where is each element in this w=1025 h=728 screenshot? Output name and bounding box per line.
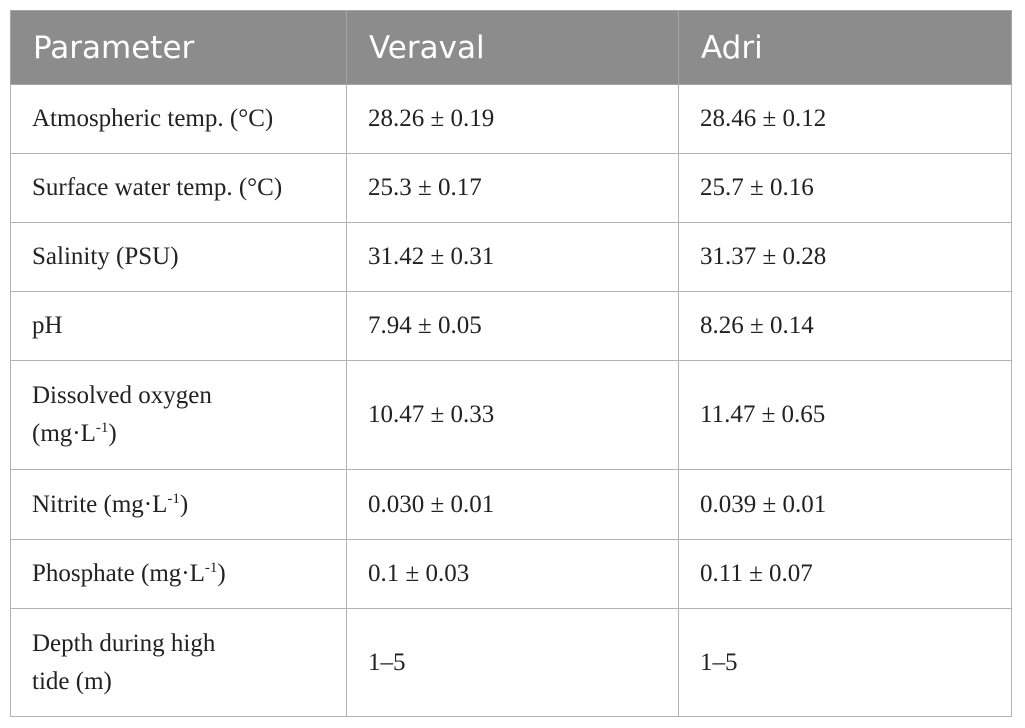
header-adri: Adri <box>678 10 1012 85</box>
parameters-table: Parameter Veraval Adri Atmospheric temp.… <box>10 10 1012 717</box>
adri-cell: 31.37 ± 0.28 <box>678 222 1012 292</box>
veraval-cell: 31.42 ± 0.31 <box>346 222 679 292</box>
adri-cell: 11.47 ± 0.65 <box>678 360 1012 470</box>
adri-cell: 25.7 ± 0.16 <box>678 153 1012 223</box>
parameter-unit: (mg·L <box>32 420 96 447</box>
parameter-cell: Dissolved oxygen (mg·L-1) <box>10 360 347 470</box>
table-row: Surface water temp. (°C) 25.3 ± 0.17 25.… <box>10 153 1012 223</box>
parameter-text-cont: tide (m) <box>32 667 112 695</box>
unit-close: ) <box>179 490 189 518</box>
unit-close: ) <box>108 420 117 447</box>
adri-cell: 0.039 ± 0.01 <box>678 469 1012 540</box>
adri-cell: 1–5 <box>678 608 1012 717</box>
table-row: Phosphate (mg·L-1) 0.1 ± 0.03 0.11 ± 0.0… <box>10 539 1012 609</box>
veraval-cell: 7.94 ± 0.05 <box>346 291 679 361</box>
parameter-text: Dissolved oxygen <box>32 382 212 409</box>
parameter-cell: Atmospheric temp. (°C) <box>10 84 347 154</box>
veraval-cell: 0.1 ± 0.03 <box>346 539 679 609</box>
parameter-text: Depth during high <box>32 629 216 657</box>
parameter-cell: Depth during high tide (m) <box>10 608 347 717</box>
unit-close: ) <box>217 560 226 587</box>
veraval-cell: 28.26 ± 0.19 <box>346 84 679 154</box>
parameter-text: Nitrite (mg·L <box>32 490 168 518</box>
parameter-text: Phosphate (mg·L <box>32 560 205 587</box>
table-row: Salinity (PSU) 31.42 ± 0.31 31.37 ± 0.28 <box>10 222 1012 292</box>
veraval-cell: 25.3 ± 0.17 <box>346 153 679 223</box>
adri-cell: 28.46 ± 0.12 <box>678 84 1012 154</box>
parameter-cell: Salinity (PSU) <box>10 222 347 292</box>
table-row: Nitrite (mg·L-1) 0.030 ± 0.01 0.039 ± 0.… <box>10 469 1012 540</box>
parameter-cell: Phosphate (mg·L-1) <box>10 539 347 609</box>
header-parameter: Parameter <box>10 10 347 85</box>
parameter-cell: pH <box>10 291 347 361</box>
header-row: Parameter Veraval Adri <box>10 10 1012 85</box>
adri-cell: 0.11 ± 0.07 <box>678 539 1012 609</box>
veraval-cell: 1–5 <box>346 608 679 717</box>
unit-exponent: -1 <box>167 490 180 507</box>
table-row: Depth during high tide (m) 1–5 1–5 <box>10 608 1012 717</box>
table-row: pH 7.94 ± 0.05 8.26 ± 0.14 <box>10 291 1012 361</box>
header-veraval: Veraval <box>346 10 679 85</box>
table-row: Atmospheric temp. (°C) 28.26 ± 0.19 28.4… <box>10 84 1012 154</box>
table-row: Dissolved oxygen (mg·L-1) 10.47 ± 0.33 11… <box>10 360 1012 470</box>
parameter-cell: Surface water temp. (°C) <box>10 153 347 223</box>
unit-exponent: -1 <box>95 420 109 436</box>
veraval-cell: 10.47 ± 0.33 <box>346 360 679 470</box>
veraval-cell: 0.030 ± 0.01 <box>346 469 679 540</box>
unit-exponent: -1 <box>204 560 218 576</box>
adri-cell: 8.26 ± 0.14 <box>678 291 1012 361</box>
parameter-cell: Nitrite (mg·L-1) <box>10 469 347 540</box>
